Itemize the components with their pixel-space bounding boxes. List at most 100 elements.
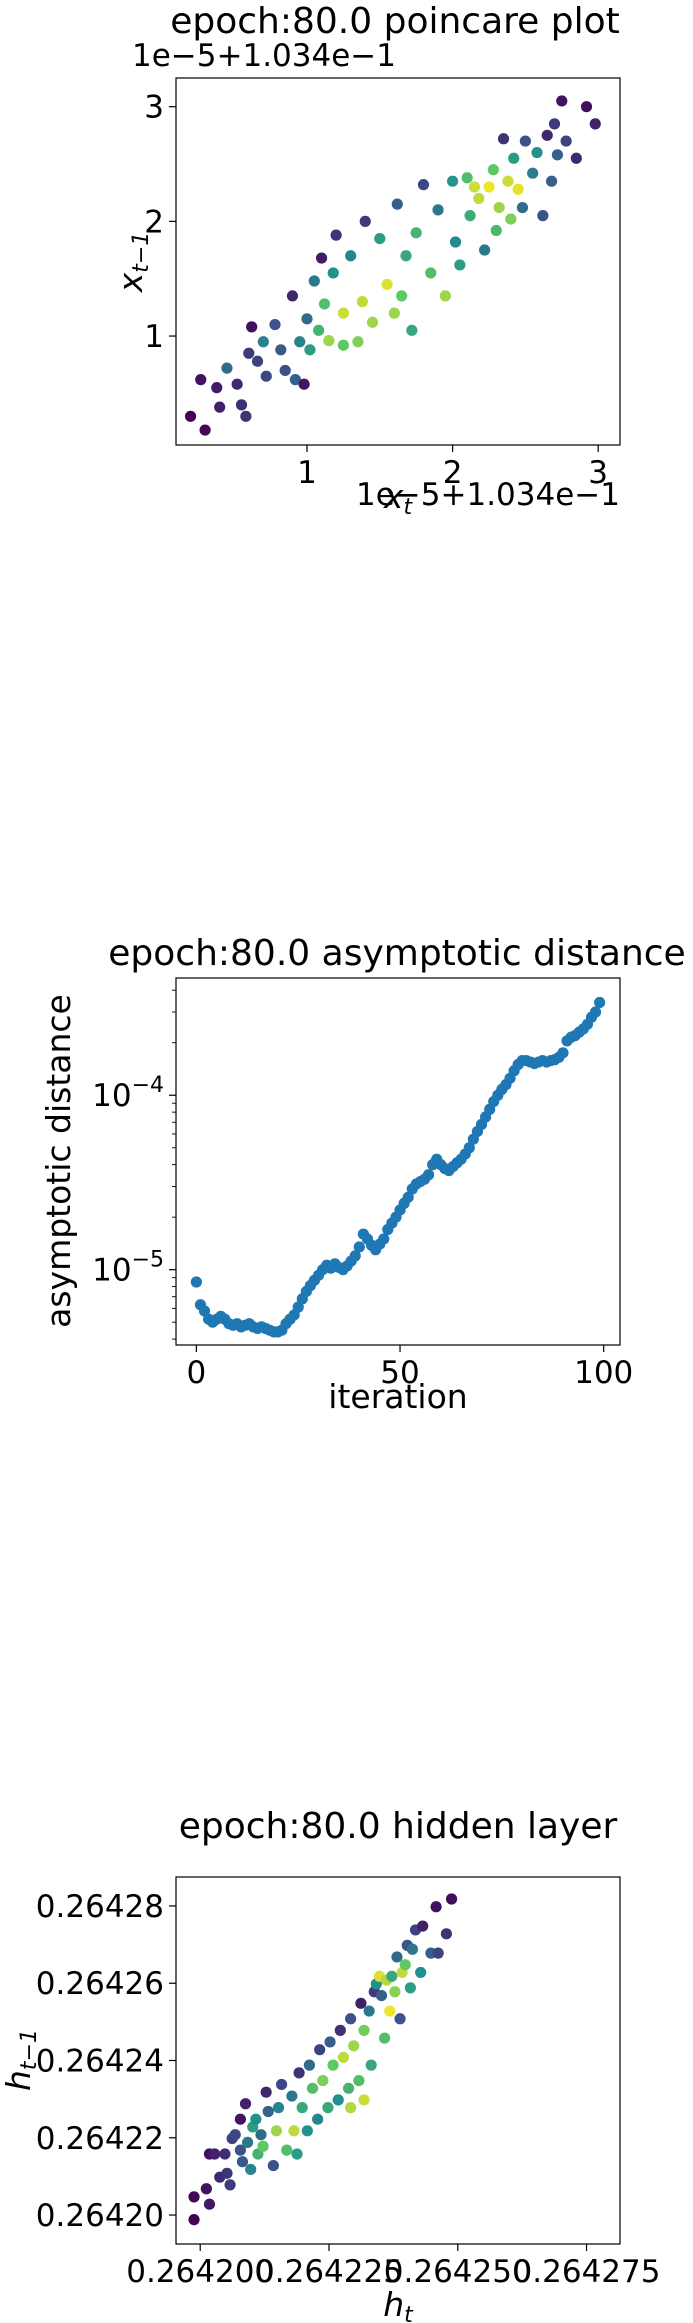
scatter-point [487,164,499,176]
scatter-point [234,2113,246,2125]
scatter-point [314,2044,326,2056]
scatter-points [188,1893,458,2226]
scatter-point [236,2156,249,2168]
scatter-point [330,229,342,241]
scatter-point [231,378,243,390]
scatter-point [527,167,539,179]
scatter-point [279,364,291,377]
chart-title: epoch:80.0 poincare plot [170,1,620,42]
scatter-point [291,2148,303,2160]
scatter-point [272,2102,285,2114]
scatter-point [391,1951,403,1963]
scatter-point [303,2059,316,2071]
scatter-point [243,347,255,359]
scatter-point [366,316,379,328]
scatter-point [391,198,403,210]
scatter-point [245,2163,257,2176]
scatter-point [239,2098,252,2110]
scatter-point [557,1047,569,1059]
scatter-point [262,2105,274,2118]
scatter-point [410,227,422,239]
scatter-point [449,236,462,248]
scatter-point [493,201,505,214]
scatter-point [337,307,350,319]
chart-poincare: epoch:80.0 poincare plot 1e−5+1.034e−1 1… [111,1,621,520]
scatter-point [270,2125,283,2137]
scatter-point [570,152,582,164]
x-offset-label: 1e−5+1.034e−1 [356,477,620,513]
scatter-point [502,175,514,187]
scatter-point [541,129,553,141]
plot-frame [175,977,621,1346]
scatter-point [345,2013,357,2025]
scatter-point [353,1241,365,1253]
scatter-point [399,1959,411,1971]
scatter-point [275,2078,288,2091]
scatter-point [188,2191,200,2203]
x-tick-label: 0.264200 [126,2254,274,2290]
scatter-point [379,2032,391,2044]
scatter-point [355,1997,367,2009]
scatter-point [241,2136,254,2148]
scatter-point [304,344,316,356]
scatter-point [255,2129,267,2141]
x-axis-label: ht [383,2285,414,2323]
scatter-point [417,179,430,191]
x-tick-label: 0.264275 [513,2254,661,2290]
scatter-point [463,1142,475,1154]
scatter-point [203,2198,216,2210]
scatter-points [190,996,606,1338]
scatter-point [445,1893,458,1905]
scatter-point [512,183,524,195]
x-tick-label: 0.264250 [384,2254,532,2290]
scatter-point [352,336,364,348]
scatter-point [327,267,339,279]
scatter-point [281,2144,293,2156]
y-tick-label: 0.26426 [36,1966,164,2002]
scatter-point [483,181,495,193]
x-tick-label: 0.264225 [255,2254,403,2290]
scatter-point [332,2094,344,2106]
x-tick-label: 100 [574,1355,633,1391]
scatter-point [375,1989,388,2002]
plot-frame [175,77,621,446]
scatter-point [505,213,517,225]
scatter-point [199,424,211,436]
y-tick-label: 0.26422 [36,2121,164,2157]
scatter-point [468,181,481,193]
scatter-point [301,313,313,325]
scatter-point [317,2074,329,2087]
scatter-point [537,210,549,222]
scatter-point [461,172,473,184]
scatter-point [219,2148,231,2160]
scatter-point [381,278,393,291]
scatter-point [288,2125,300,2137]
y-tick-label: 0.26420 [36,2198,164,2234]
scatter-point [446,175,459,187]
scatter-point [293,2067,305,2079]
scatter-point [275,344,287,356]
scatter-point [430,1901,442,1913]
scatter-point [394,2013,406,2025]
scatter-point [286,2090,298,2102]
chart-asymptotic-distance: epoch:80.0 asymptotic distance 0 50 100 10−… [39,933,686,1416]
scatter-point [221,2167,233,2179]
scatter-point [454,259,466,271]
y-tick-label: 10−5 [92,1248,164,1289]
y-tick-label: 10−4 [92,1073,164,1114]
x-tick-label: 50 [380,1355,419,1391]
scatter-point [402,1191,414,1203]
scatter-point [551,149,564,161]
y-tick-label: 2 [144,204,164,240]
y-tick-label: 3 [144,90,164,126]
scatter-point [235,399,248,411]
scatter-point [345,250,357,262]
scatter-point [318,298,331,310]
scatter-point [439,290,451,302]
scatter-point [589,118,601,130]
scatter-point [257,2140,269,2152]
scatter-point [322,2102,334,2114]
scatter-point [374,232,386,245]
scatter-point [406,324,418,336]
